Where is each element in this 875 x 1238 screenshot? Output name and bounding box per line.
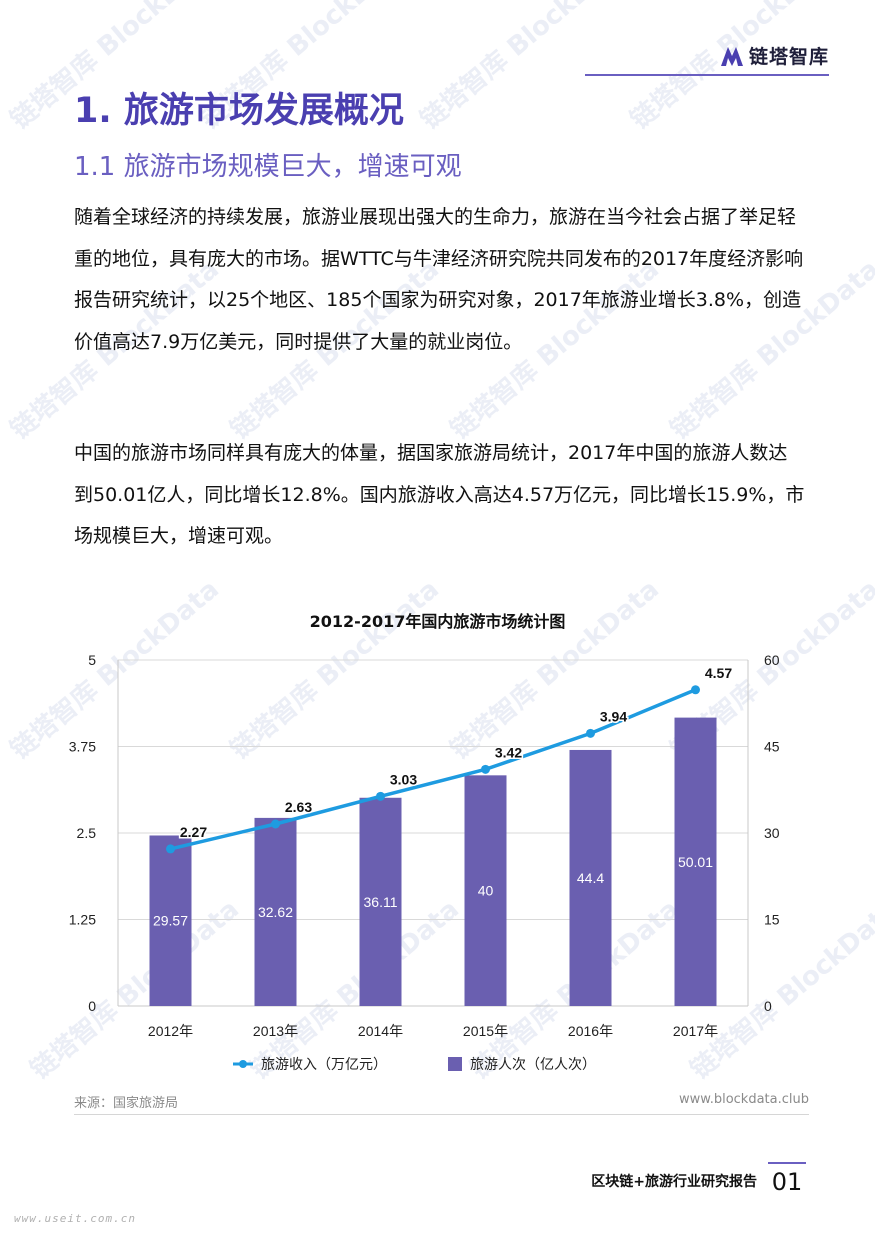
bar-data-label: 40	[478, 883, 494, 899]
line-data-label: 3.03	[390, 771, 417, 787]
bar-data-label: 29.57	[153, 913, 188, 929]
x-tick-label: 2016年	[568, 1023, 613, 1039]
x-tick-label: 2012年	[148, 1023, 193, 1039]
y-right-tick-label: 60	[764, 652, 780, 668]
body-paragraph-1: 随着全球经济的持续发展，旅游业展现出强大的生命力，旅游在当今社会占据了举足轻重的…	[74, 206, 804, 353]
bar-data-label: 36.11	[364, 894, 398, 910]
income-point-1	[271, 819, 280, 829]
y-right-tick-label: 15	[764, 912, 780, 928]
legend-label-income: 旅游收入（万亿元）	[261, 1056, 387, 1072]
income-point-4	[586, 728, 595, 738]
page-number: 01	[768, 1162, 806, 1196]
x-tick-label: 2017年	[673, 1023, 718, 1039]
income-point-0	[166, 844, 175, 854]
y-left-tick-label: 1.25	[69, 912, 96, 928]
header-divider	[585, 74, 829, 76]
y-left-tick-label: 0	[88, 998, 96, 1014]
subsection-title: 1.1 旅游市场规模巨大，增速可观	[74, 152, 462, 182]
y-right-tick-label: 0	[764, 998, 772, 1014]
income-point-2	[376, 791, 385, 801]
y-left-tick-label: 3.75	[69, 739, 96, 755]
tourism-chart: 29.57 32.62 36.11 40 44.4 50.01 2.27 2.63 3.03 3.…	[69, 652, 780, 1072]
source-note: 来源：国家旅游局	[74, 1096, 179, 1111]
brand-logo: 链塔智库	[719, 42, 829, 69]
bar-data-label: 32.62	[258, 904, 293, 920]
watermark-text-2: 链塔智库 BlockData	[415, 0, 635, 135]
y-right-tick-label: 45	[764, 739, 780, 755]
income-point-5	[691, 685, 700, 695]
x-tick-label: 2014年	[358, 1023, 403, 1039]
income-line	[170, 688, 697, 851]
y-left-tick-label: 5	[88, 652, 96, 668]
line-data-label: 2.63	[285, 799, 312, 815]
website-link[interactable]: www.blockdata.club	[679, 1092, 809, 1107]
footer-divider	[74, 1114, 809, 1115]
x-tick-label: 2015年	[463, 1023, 508, 1039]
bar-5	[674, 717, 717, 1006]
bar-data-label: 50.01	[678, 854, 713, 870]
legend-label-visitors: 旅游人次（亿人次）	[470, 1056, 596, 1072]
body-paragraph-2: 中国的旅游市场同样具有庞大的体量，据国家旅游局统计，2017年中国的旅游人数达到…	[74, 442, 805, 547]
report-title: 区块链+旅游行业研究报告	[591, 1174, 757, 1190]
watermark-url: www.useit.com.cn	[14, 1212, 136, 1225]
bar-data-label: 44.4	[577, 870, 604, 886]
section-title: 1. 旅游市场发展概况	[74, 91, 404, 131]
line-data-label: 3.94	[600, 708, 627, 724]
bar-3	[464, 775, 507, 1006]
line-data-label: 4.57	[705, 665, 732, 681]
logo-icon	[720, 46, 743, 66]
bar-1	[254, 817, 297, 1006]
bar-4	[569, 749, 612, 1006]
bar-0	[149, 835, 192, 1006]
chart-title: 2012-2017年国内旅游市场统计图	[309, 612, 566, 631]
line-data-label: 2.27	[180, 824, 207, 840]
legend-line-marker	[239, 1060, 247, 1068]
bar-2	[359, 797, 402, 1006]
income-point-3	[481, 764, 490, 774]
x-tick-label: 2013年	[253, 1023, 298, 1039]
y-left-tick-label: 2.5	[77, 825, 97, 841]
line-data-label: 3.42	[495, 744, 522, 760]
y-right-tick-label: 30	[764, 825, 780, 841]
logo-text: 链塔智库	[748, 46, 829, 68]
legend-bar-swatch	[448, 1057, 462, 1071]
